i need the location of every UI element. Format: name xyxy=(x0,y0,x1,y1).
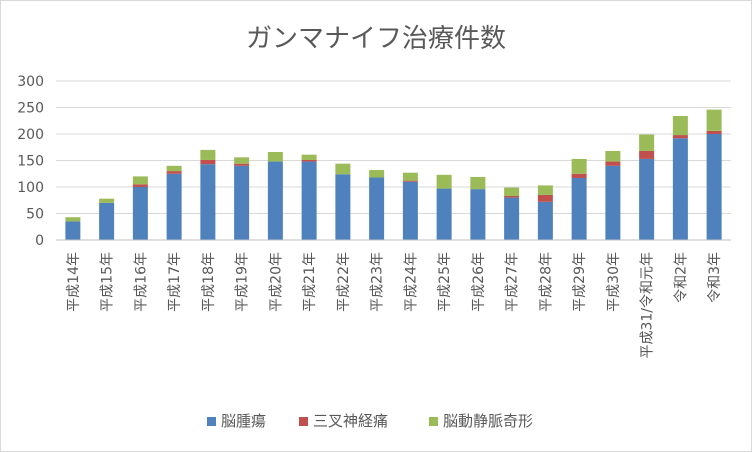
bar-segment xyxy=(672,138,688,240)
bar-segment xyxy=(672,135,688,139)
bar-segment xyxy=(132,184,148,187)
bar-segment xyxy=(571,177,587,240)
bar-segment xyxy=(470,189,486,240)
legend-swatch xyxy=(299,417,308,426)
bar-segment xyxy=(166,173,182,240)
bar-segment xyxy=(369,177,385,240)
legend-swatch xyxy=(429,417,438,426)
bar-segment xyxy=(301,154,317,160)
x-tick-label: 平成22年 xyxy=(336,252,352,312)
legend-swatch xyxy=(207,417,216,426)
bar-segment xyxy=(200,159,216,165)
bar-segment xyxy=(504,187,520,197)
x-tick-label: 平成29年 xyxy=(572,252,588,312)
bar-segment xyxy=(402,181,418,240)
bar-segment xyxy=(166,171,182,174)
bar-segment xyxy=(369,170,385,178)
bar-segment xyxy=(200,149,216,160)
bar-segment xyxy=(706,130,722,134)
y-tick-label: 150 xyxy=(17,154,44,170)
x-tick-label: 平成17年 xyxy=(167,252,183,312)
x-tick-label: 平成27年 xyxy=(505,252,521,312)
x-tick-label: 平成14年 xyxy=(66,252,82,312)
x-axis: 平成14年 平成15年 平成16年 平成17年 平成18年 平成19年 平成20年 平成21年… xyxy=(56,239,731,359)
x-tick-label: 平成28年 xyxy=(538,252,554,312)
y-axis: 0 50 100 150 200 250 300 xyxy=(17,74,44,249)
x-tick-label: 平成25年 xyxy=(437,252,453,312)
bar-segment xyxy=(335,163,351,175)
x-tick-label: 平成26年 xyxy=(471,252,487,312)
x-tick-label: 平成30年 xyxy=(606,252,622,312)
x-tick-label: 平成18年 xyxy=(201,252,217,312)
bar-segment xyxy=(402,172,418,181)
legend: 脳腫瘍 三叉神経痛 脳動静脈奇形 xyxy=(207,412,533,430)
x-tick-label: 平成20年 xyxy=(268,252,284,312)
bar-segment xyxy=(436,174,452,189)
bar-segment xyxy=(301,161,317,240)
bar-segment xyxy=(504,197,520,240)
bar-segment xyxy=(267,161,283,240)
bar-segment xyxy=(605,161,621,166)
y-tick-label: 200 xyxy=(17,127,44,143)
chart-title: ガンマナイフ治療件数 xyxy=(246,24,506,54)
bar-segment xyxy=(335,174,351,240)
bar-segment xyxy=(605,165,621,240)
bar-segment xyxy=(267,152,283,162)
legend-label: 三叉神経痛 xyxy=(313,412,388,430)
x-tick-label: 平成19年 xyxy=(235,252,251,312)
bar-segment xyxy=(402,180,418,182)
bar-segment xyxy=(166,165,182,172)
bar-segment xyxy=(639,134,655,151)
bar-segment xyxy=(672,115,688,136)
bar-segment xyxy=(99,198,115,203)
bar-segment xyxy=(99,202,115,240)
bar-segment xyxy=(132,187,148,240)
x-tick-label: 平成15年 xyxy=(100,252,116,312)
bar-segment xyxy=(639,150,655,159)
x-tick-label: 平成21年 xyxy=(302,252,318,312)
bar-segment xyxy=(504,196,520,198)
gridlines xyxy=(56,80,731,241)
bar-segment xyxy=(234,165,250,240)
bar-segment xyxy=(571,158,587,174)
bar-segment xyxy=(470,176,486,190)
x-tick-label: 平成31/令和元年 xyxy=(640,252,656,359)
bar-segment xyxy=(639,158,655,240)
bar-segment xyxy=(537,201,553,240)
y-tick-label: 250 xyxy=(17,101,44,117)
legend-label: 脳動静脈奇形 xyxy=(443,412,533,430)
bar-segment xyxy=(706,109,722,131)
legend-label: 脳腫瘍 xyxy=(221,412,266,430)
bar-segment xyxy=(537,194,553,202)
x-tick-label: 令和3年 xyxy=(707,252,723,303)
bars xyxy=(65,109,722,240)
bar-segment xyxy=(706,134,722,240)
x-tick-label: 令和2年 xyxy=(673,252,689,303)
y-tick-label: 0 xyxy=(35,233,44,249)
bar-segment xyxy=(234,157,250,164)
bar-segment xyxy=(65,217,81,222)
bar-segment xyxy=(132,176,148,185)
bar-segment xyxy=(605,150,621,162)
x-tick-label: 平成23年 xyxy=(370,252,386,312)
y-tick-label: 100 xyxy=(17,180,44,196)
bar-segment xyxy=(571,173,587,178)
bar-segment xyxy=(234,163,250,166)
bar-segment xyxy=(436,188,452,240)
bar-segment xyxy=(200,164,216,240)
y-tick-label: 50 xyxy=(26,207,44,223)
bar-segment xyxy=(65,221,81,240)
x-tick-label: 平成16年 xyxy=(133,252,149,312)
x-tick-label: 平成24年 xyxy=(403,252,419,312)
bar-segment xyxy=(301,159,317,162)
bar-segment xyxy=(537,185,553,195)
y-tick-label: 300 xyxy=(17,74,44,90)
